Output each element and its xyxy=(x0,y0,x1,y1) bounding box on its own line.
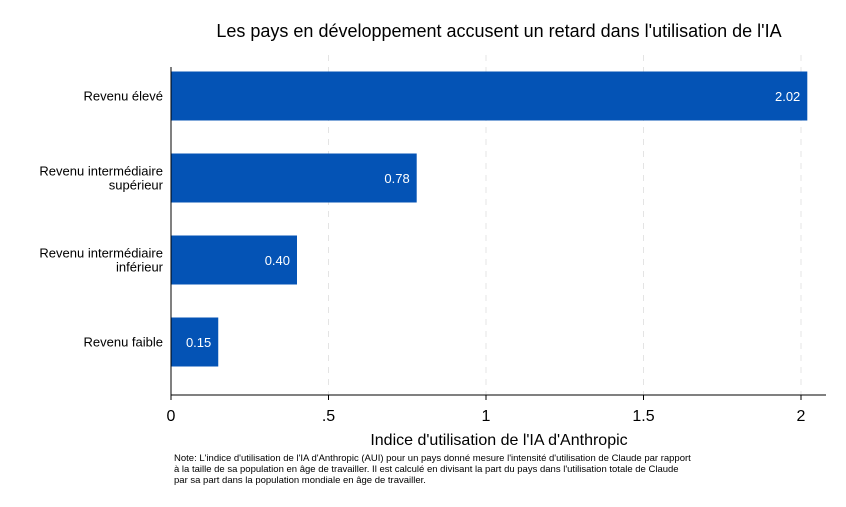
chart-title: Les pays en développement accusent un re… xyxy=(216,21,781,41)
bar-value-label: 2.02 xyxy=(775,89,800,104)
bar xyxy=(171,235,297,285)
bar-value-label: 0.15 xyxy=(186,335,211,350)
x-tick-label: 1 xyxy=(482,408,491,425)
note-line: par sa part dans la population mondiale … xyxy=(174,475,426,486)
x-tick-label: 1.5 xyxy=(632,408,654,425)
x-tick-label: .5 xyxy=(322,408,335,425)
bar xyxy=(171,317,219,367)
note-line: à la taille de sa population en âge de t… xyxy=(174,464,679,475)
note-line: Note: L'indice d'utilisation de l'IA d'A… xyxy=(174,453,691,464)
bar xyxy=(171,71,808,121)
x-tick-label: 0 xyxy=(167,408,176,425)
category-label: supérieur xyxy=(109,178,164,193)
bar-value-label: 0.40 xyxy=(265,253,290,268)
category-label: Revenu faible xyxy=(84,335,164,350)
category-label: Revenu élevé xyxy=(84,89,164,104)
bar xyxy=(171,153,417,203)
x-axis-label: Indice d'utilisation de l'IA d'Anthropic xyxy=(370,432,627,449)
bar-value-label: 0.78 xyxy=(384,171,409,186)
category-label: Revenu intermédiaire xyxy=(39,246,163,261)
category-label: Revenu intermédiaire xyxy=(39,164,163,179)
chart-note: Note: L'indice d'utilisation de l'IA d'A… xyxy=(174,453,814,486)
x-tick-label: 2 xyxy=(797,408,806,425)
category-label: inférieur xyxy=(116,260,164,275)
